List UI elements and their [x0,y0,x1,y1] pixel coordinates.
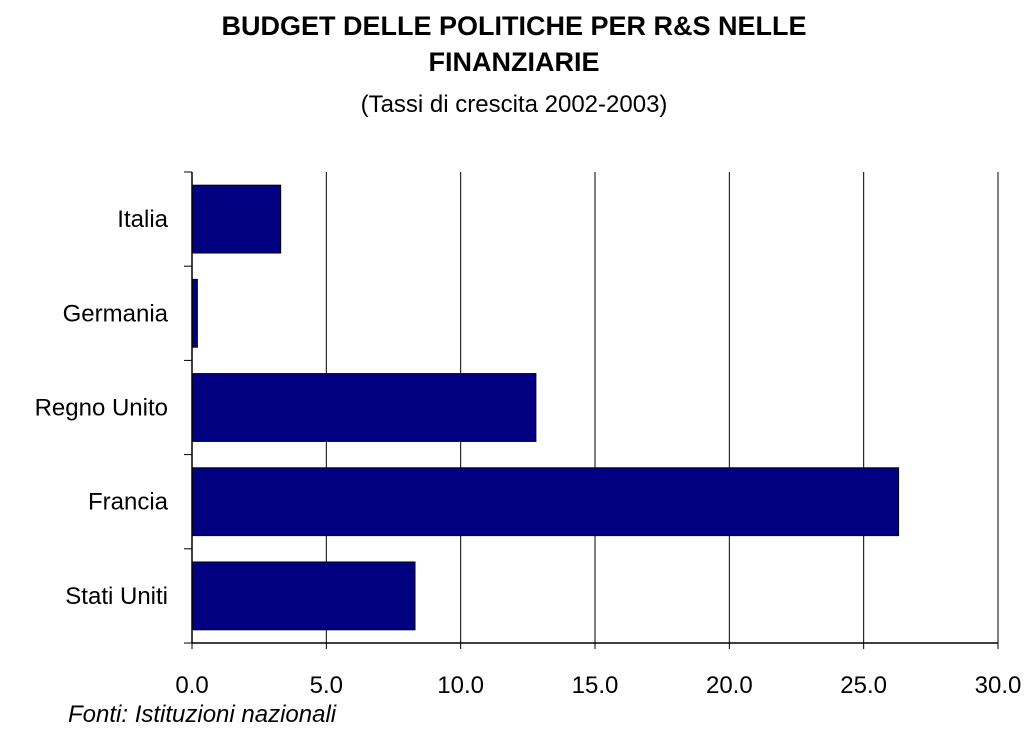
y-tick-label: Francia [88,489,169,516]
x-tick-label: 30.0 [975,672,1022,699]
x-tick-label: 25.0 [840,672,887,699]
x-tick-label: 20.0 [706,672,753,699]
y-tick-label: Stati Uniti [65,583,168,610]
bar [191,278,198,348]
tick-labels: 0.0 5.0 10.0 15.0 20.0 25.0 30.0 Italia Germania… [35,206,1022,699]
chart-title-line-1: BUDGET DELLE POLITICHE PER R&S NELLE [221,11,807,41]
x-tick-label: 10.0 [437,672,484,699]
bar [191,184,282,254]
x-tick-label: 5.0 [310,672,343,699]
bar [191,373,537,442]
source-note: Fonti: Istituzioni nazionali [68,701,337,728]
x-tick-label: 15.0 [572,672,619,699]
axes [184,171,999,649]
chart-title: BUDGET DELLE POLITICHE PER R&S NELLE FIN… [0,8,1028,80]
bars [191,184,900,631]
y-tick-label: Regno Unito [35,395,168,422]
chart-subtitle: (Tassi di crescita 2002-2003) [360,91,668,118]
chart-title-line-2: FINANZIARIE [428,47,600,77]
x-tick-label: 0.0 [175,672,208,699]
bar-chart: 0.0 5.0 10.0 15.0 20.0 25.0 30.0 Italia Germania… [35,171,1022,699]
y-tick-label: Germania [63,300,169,327]
bar [191,561,416,631]
bar [191,467,900,537]
y-tick-label: Italia [117,206,168,233]
